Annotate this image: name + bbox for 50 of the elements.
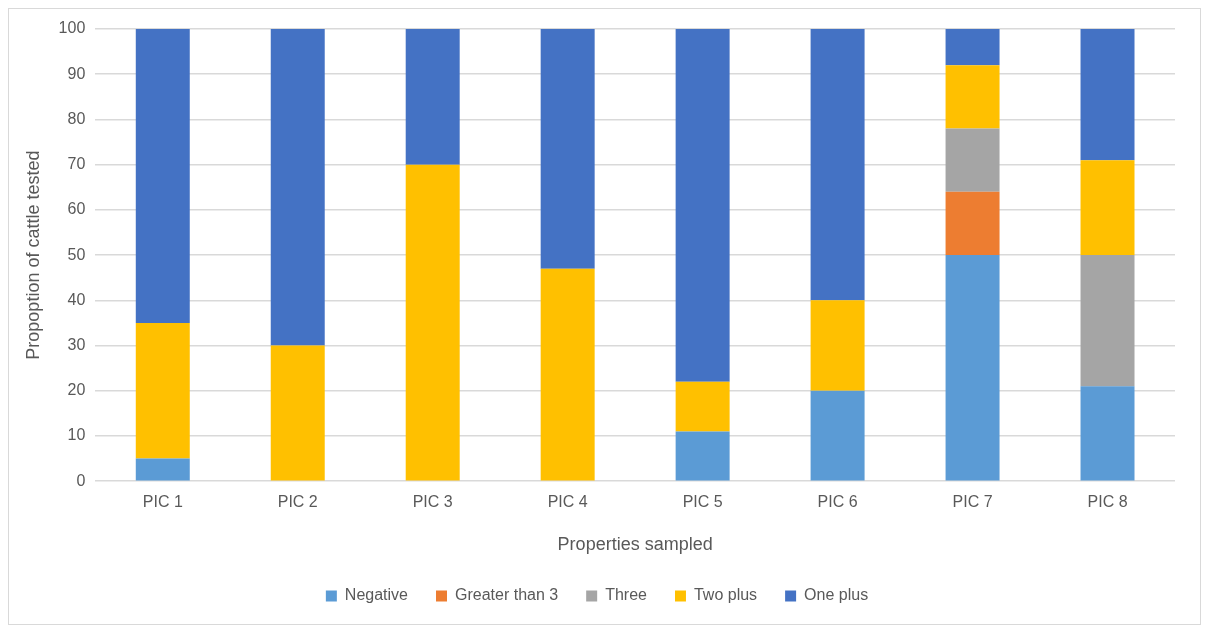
bar	[405, 164, 460, 481]
bar	[810, 390, 865, 481]
y-tick-label: 20	[67, 381, 86, 399]
y-tick-label: 70	[67, 155, 86, 173]
y-axis-title: Propoption of cattle tested	[22, 150, 43, 360]
x-tick-label: PIC 8	[1087, 493, 1128, 511]
legend-label: One plus	[804, 586, 869, 604]
x-tick-label: PIC 5	[682, 493, 723, 511]
bar	[405, 29, 460, 165]
bar	[135, 29, 190, 323]
y-tick-label: 50	[67, 245, 86, 263]
y-tick-label: 80	[67, 109, 86, 127]
bar	[945, 65, 1000, 129]
bar	[1080, 160, 1135, 256]
y-tick-label: 100	[58, 19, 86, 37]
bar	[945, 191, 1000, 256]
y-tick-label: 30	[67, 335, 86, 353]
bar	[540, 29, 595, 269]
bar	[810, 29, 865, 301]
legend-label: Negative	[344, 586, 409, 604]
bar	[675, 381, 730, 432]
legend-label: Greater than 3	[455, 586, 559, 604]
x-tick-label: PIC 2	[277, 493, 318, 511]
bar	[810, 300, 865, 391]
y-tick-label: 0	[76, 471, 86, 489]
bar	[135, 458, 190, 481]
bar	[1080, 29, 1135, 161]
bar	[945, 29, 1000, 66]
x-tick-label: PIC 7	[952, 493, 993, 511]
x-tick-label: PIC 6	[817, 493, 858, 511]
bar	[945, 255, 1000, 481]
bar	[135, 322, 190, 459]
y-tick-label: 60	[67, 200, 86, 218]
bar	[675, 29, 730, 382]
x-tick-label: PIC 3	[412, 493, 453, 511]
y-tick-label: 40	[67, 290, 86, 308]
bar	[1080, 255, 1135, 387]
x-tick-label: PIC 1	[142, 493, 183, 511]
bar	[270, 29, 325, 346]
bar	[540, 268, 595, 481]
bar	[270, 345, 325, 481]
x-axis-title: Properties sampled	[557, 534, 713, 555]
legend-label: Two plus	[693, 586, 758, 604]
y-tick-label: 10	[67, 426, 86, 444]
legend-label: Three	[605, 586, 648, 604]
x-tick-label: PIC 4	[547, 493, 588, 511]
y-tick-label: 90	[67, 64, 86, 82]
bar	[945, 128, 1000, 192]
bar	[675, 431, 730, 481]
bar	[1080, 386, 1135, 481]
